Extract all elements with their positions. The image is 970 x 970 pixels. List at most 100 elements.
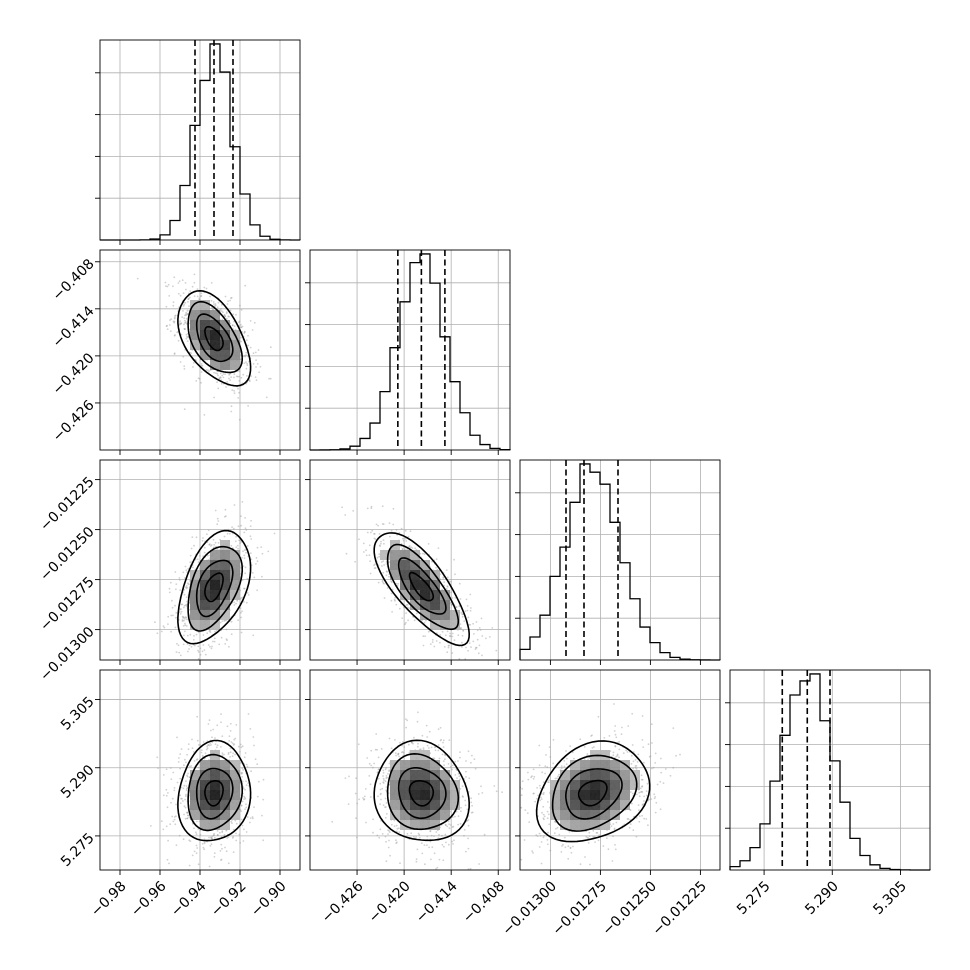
panel-r2-c0-scatter-point <box>174 571 177 573</box>
panel-r2-c1-scatter-point <box>405 612 407 614</box>
panel-r2-c1-scatter-point <box>415 612 418 615</box>
panel-r3-c1-scatter-point <box>388 839 390 842</box>
panel-r1-c0-scatter-point <box>230 405 233 408</box>
panel-r2-c1-scatter-point <box>469 609 472 612</box>
panel-r1-c0-scatter-point <box>201 364 204 367</box>
panel-r1-c0-scatter-point <box>224 315 227 318</box>
panel-r3-c2-scatter-point <box>553 820 556 823</box>
panel-r2-c1-scatter-point <box>451 632 454 635</box>
panel-r3-c1-scatter-point <box>438 833 440 836</box>
panel-r1-c0-scatter-point <box>269 377 272 380</box>
panel-r3-c1-scatter-point <box>378 836 381 839</box>
panel-r2-c0-scatter-point <box>250 538 253 540</box>
panel-r3-c0-scatter-point <box>235 832 237 835</box>
panel-r3-c1-scatter-point <box>385 840 387 843</box>
panel-r3-c0-scatter-point <box>169 823 172 826</box>
panel-r2-c0-scatter-point <box>171 599 173 602</box>
panel-r2-c0-scatter-point <box>174 604 176 607</box>
panel-r3-c1-scatter-point <box>394 752 397 754</box>
panel-r3-c1-scatter-point <box>439 726 442 729</box>
panel-r3-c2-scatter-point <box>531 850 534 853</box>
panel-r2-c1-scatter-point <box>378 544 381 547</box>
panel-r2-c0-scatter-point <box>178 577 181 579</box>
panel-r3-c0-scatter-point <box>195 831 197 834</box>
panel-r1-c0-scatter-point <box>199 295 202 298</box>
panel-r3-c0-scatter-point <box>216 834 219 836</box>
panel-r2-c1-scatter-point <box>446 651 449 654</box>
panel-r2-c1-scatter-point <box>442 577 445 579</box>
panel-r3-c0-scatter-point <box>214 743 217 746</box>
panel-r1-c0-scatter-point <box>221 303 223 306</box>
panel-r2-c0-scatter-point <box>170 630 173 633</box>
panel-r3-c2-scatter-point <box>640 790 643 793</box>
panel-r1-c0-scatter-point <box>178 323 181 326</box>
panel-r3-c1-scatter-point <box>380 798 382 801</box>
panel-r3-c2-scatter-point <box>647 743 650 746</box>
panel-r2-c1-scatter-point <box>472 640 475 643</box>
panel-r3-c1-scatter-point <box>423 844 426 846</box>
panel-r3-c2-scatter-point <box>563 765 566 768</box>
panel-r3-c2-scatter-point <box>615 736 618 739</box>
panel-r3-c2-scatter-point <box>614 848 617 851</box>
panel-r2-c1-scatter-point <box>480 617 483 620</box>
panel-r1-c0-scatter-point <box>243 362 246 365</box>
panel-r3-c0-scatter-point <box>199 833 202 836</box>
panel-r3-c1-scatter-point <box>456 777 458 779</box>
panel-r1-c0-scatter-point <box>240 340 243 343</box>
panel-r1-c0-scatter-point <box>232 313 235 316</box>
panel-r3-c1-scatter-point <box>447 843 450 846</box>
panel-r2-c1-scatter-point <box>446 630 449 633</box>
panel-r2-c0-scatter-point <box>186 600 189 603</box>
panel-r3-c1-scatter-point <box>358 798 360 801</box>
panel-r2-c1-scatter-point <box>404 623 406 626</box>
panel-r3-c1-scatter-point <box>454 760 457 763</box>
panel-r2-c0-scatter-point <box>202 555 205 557</box>
panel-r3-c0-scatter-point <box>220 713 222 715</box>
panel-r3-c0-scatter-point <box>221 752 224 755</box>
panel-r2-c0-scatter-point <box>154 621 156 624</box>
panel-r3-c0-scatter-point <box>186 786 189 789</box>
panel-r2-c1-scatter-point <box>495 649 498 652</box>
panel-r3-c2-scatter-point <box>621 726 623 729</box>
panel-r3-c1-scatter-point <box>425 724 428 727</box>
panel-r2-c1-scatter-point <box>481 654 483 657</box>
panel-r2-c0-scatter-point <box>176 642 178 645</box>
panel-r2-c1-scatter-point <box>380 540 382 543</box>
panel-r2-c0-scatter-point <box>242 550 244 553</box>
panel-r3-c0-scatter-point <box>187 814 190 817</box>
panel-r2-c1-scatter-point <box>461 613 464 616</box>
panel-r2-c0-scatter-point <box>186 586 189 589</box>
panel-r3-c1-scatter-point <box>465 760 467 762</box>
panel-r2-c1-scatter-point <box>380 542 382 545</box>
panel-r2-c1-scatter-point <box>407 619 409 622</box>
panel-r3-c2-scatter-point <box>647 824 649 827</box>
panel-r2-c0-scatter-point <box>256 560 259 563</box>
panel-r3-c0-scatter-point <box>249 821 251 824</box>
panel-r3-c0-scatter-point <box>220 721 222 724</box>
panel-r2-c1-scatter-point <box>407 535 410 538</box>
panel-r3-c0-scatter-point <box>173 816 176 818</box>
panel-r1-c0-scatter-point <box>231 389 234 391</box>
panel-r1-c0-scatter-point <box>185 317 188 320</box>
panel-r2-c0-scatter-point <box>185 587 188 590</box>
panel-r2-c0-scatter-point <box>237 619 240 622</box>
panel-r1-c0-scatter-point <box>240 376 243 379</box>
panel-r2-c1-scatter-point <box>368 544 371 547</box>
panel-r3-c2-scatter-point <box>613 703 615 705</box>
panel-r2-c1-scatter-point <box>450 603 453 606</box>
panel-r3-c1-scatter-point <box>433 852 436 855</box>
panel-r2-c0-scatter-point <box>168 591 171 594</box>
panel-r3-c1-scatter-point <box>398 827 400 830</box>
panel-r2-c1-scatter-point <box>388 561 391 563</box>
panel-r3-c0-scatter-point <box>249 728 252 730</box>
panel-r1-c0-scatter-point <box>183 365 186 368</box>
panel-r3-c2-scatter-point <box>643 761 645 764</box>
panel-r1-c0-scatter-point <box>245 361 247 363</box>
panel-r2-c1-scatter-point <box>378 533 381 535</box>
panel-r2-c1-scatter-point <box>373 564 375 567</box>
panel-r2-c0-scatter-point <box>216 523 219 526</box>
panel-r2-c0-scatter-point <box>179 613 182 615</box>
panel-r1-c0-scatter-point <box>237 397 240 399</box>
panel-r1-c0-scatter-point <box>268 377 270 380</box>
panel-r3-c1-scatter-point <box>399 741 401 744</box>
